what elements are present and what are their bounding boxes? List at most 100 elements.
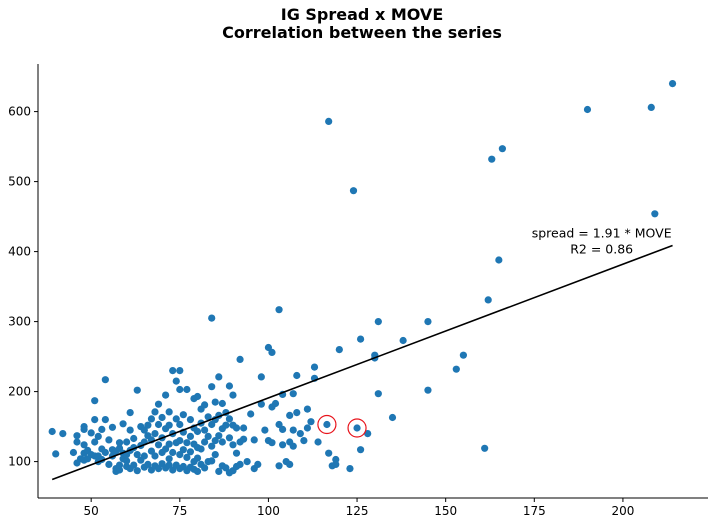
scatter-point xyxy=(275,462,283,470)
scatter-point xyxy=(300,437,308,445)
scatter-point xyxy=(257,400,265,408)
scatter-point xyxy=(459,351,467,359)
y-tick-label: 100 xyxy=(8,455,31,469)
scatter-point xyxy=(250,436,258,444)
scatter-point xyxy=(73,432,81,440)
scatter-point xyxy=(154,400,163,408)
scatter-point xyxy=(165,421,173,429)
scatter-point xyxy=(176,437,184,445)
scatter-point xyxy=(140,452,148,460)
scatter-point xyxy=(208,442,216,450)
scatter-point xyxy=(229,391,237,399)
scatter-point xyxy=(176,367,184,375)
scatter-point xyxy=(208,383,216,391)
scatter-point xyxy=(126,426,134,434)
scatter-point xyxy=(583,105,592,114)
scatter-point xyxy=(151,452,159,460)
scatter-point xyxy=(80,441,88,449)
scatter-point xyxy=(356,446,365,454)
scatter-point xyxy=(193,427,202,436)
scatter-point xyxy=(225,382,234,390)
scatter-point xyxy=(225,415,234,423)
scatter-point xyxy=(261,426,269,434)
scatter-point xyxy=(236,460,244,468)
scatter-point xyxy=(310,363,319,371)
scatter-point xyxy=(279,425,287,433)
scatter-point xyxy=(105,460,113,468)
scatter-point xyxy=(169,367,177,375)
scatter-point xyxy=(186,416,195,424)
scatter-point xyxy=(232,424,241,432)
scatter-point xyxy=(349,187,358,195)
scatter-point xyxy=(126,409,134,417)
scatter-point xyxy=(144,421,152,429)
scatter-point xyxy=(488,155,496,163)
scatter-point xyxy=(296,430,304,438)
scatter-point xyxy=(94,432,102,440)
scatter-point xyxy=(218,438,226,446)
scatter-point xyxy=(165,440,173,448)
y-axis-ticks: 100 200 300 400 500 600 xyxy=(8,105,38,469)
scatter-point xyxy=(332,460,340,468)
scatter-point xyxy=(165,455,173,463)
regression-line xyxy=(51,244,673,481)
scatter-point xyxy=(307,418,315,426)
scatter-point xyxy=(388,413,397,422)
scatter-point xyxy=(399,336,407,345)
scatter-point xyxy=(201,464,209,472)
scatter-point xyxy=(105,436,113,444)
y-tick-label: 400 xyxy=(8,245,31,259)
scatter-point xyxy=(647,103,655,111)
scatter-point xyxy=(271,399,280,408)
scatter-point xyxy=(154,441,163,449)
x-tick-label: 150 xyxy=(434,504,457,518)
chart-title: IG Spread x MOVE xyxy=(281,5,444,24)
scatter-point xyxy=(101,448,109,457)
scatter-point xyxy=(247,410,255,418)
scatter-point xyxy=(232,449,241,457)
scatter-point xyxy=(179,411,187,419)
scatter-point xyxy=(183,453,191,461)
scatter-point xyxy=(73,438,81,446)
scatter-point xyxy=(275,306,283,314)
scatter-point xyxy=(186,432,195,440)
scatter-point xyxy=(211,398,219,406)
scatter-point xyxy=(69,448,78,457)
scatter-point xyxy=(346,465,354,473)
y-tick-label: 200 xyxy=(8,385,31,399)
fit-equation-label: spread = 1.91 * MOVE xyxy=(532,225,672,240)
scatter-point xyxy=(147,415,156,423)
r-squared-label: R2 = 0.86 xyxy=(570,241,633,256)
scatter-point xyxy=(59,430,67,438)
x-tick-label: 125 xyxy=(346,504,369,518)
scatter-point xyxy=(211,451,219,459)
scatter-point xyxy=(498,145,506,153)
scatter-point xyxy=(162,391,170,399)
y-tick-label: 500 xyxy=(8,175,31,189)
scatter-point xyxy=(279,441,287,449)
scatter-point xyxy=(289,426,297,434)
scatter-point xyxy=(98,425,106,433)
x-tick-label: 175 xyxy=(523,504,546,518)
scatter-point xyxy=(183,385,191,394)
scatter-point xyxy=(130,461,138,469)
scatter-point xyxy=(257,373,265,381)
scatter-point xyxy=(176,385,184,394)
scatter-point xyxy=(289,442,297,450)
scatter-point xyxy=(133,467,141,475)
highlight-ring xyxy=(317,414,337,435)
scatter-point xyxy=(236,355,244,363)
scatter-point xyxy=(151,408,159,416)
scatter-point xyxy=(197,445,205,453)
scatter-point xyxy=(101,376,109,384)
scatter-point xyxy=(364,430,372,438)
scatter-point xyxy=(215,373,223,381)
scatter-point xyxy=(286,411,294,419)
scatter-point xyxy=(303,405,312,413)
scatter-point xyxy=(123,438,131,446)
scatter-point xyxy=(176,420,184,429)
scatter-point xyxy=(289,390,297,398)
scatter-point xyxy=(91,397,99,405)
scatter-point xyxy=(130,434,138,443)
scatter-point xyxy=(119,420,127,428)
